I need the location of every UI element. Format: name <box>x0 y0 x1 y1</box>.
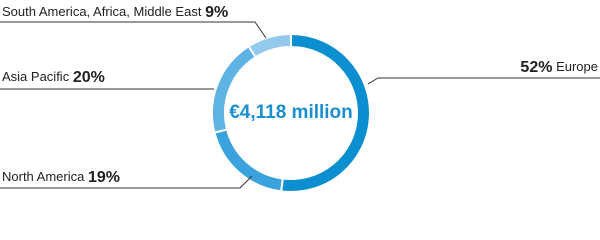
value-label: 9% <box>205 4 228 21</box>
leader-line <box>0 21 267 39</box>
value-label: 19% <box>88 169 120 186</box>
donut-segment <box>247 32 292 59</box>
leader-line <box>367 77 600 85</box>
segment-label: South America, Africa, Middle East 9% <box>2 4 228 21</box>
leader-line <box>0 175 253 189</box>
value-label: 52% <box>520 59 552 76</box>
category-name: South America, Africa, Middle East <box>2 4 202 19</box>
category-name: Asia Pacific <box>2 69 70 84</box>
segment-label: Asia Pacific 20% <box>2 69 105 86</box>
segment-label: North America 19% <box>2 169 120 186</box>
center-total: €4,118 million <box>229 102 353 123</box>
category-name: Europe <box>556 59 598 74</box>
chart: €4,118 million 52% Europe North America 1… <box>0 4 600 193</box>
donut-segment <box>213 128 284 193</box>
category-name: North America <box>2 169 85 184</box>
value-label: 20% <box>73 69 105 86</box>
segment-label: 52% Europe <box>520 59 598 76</box>
